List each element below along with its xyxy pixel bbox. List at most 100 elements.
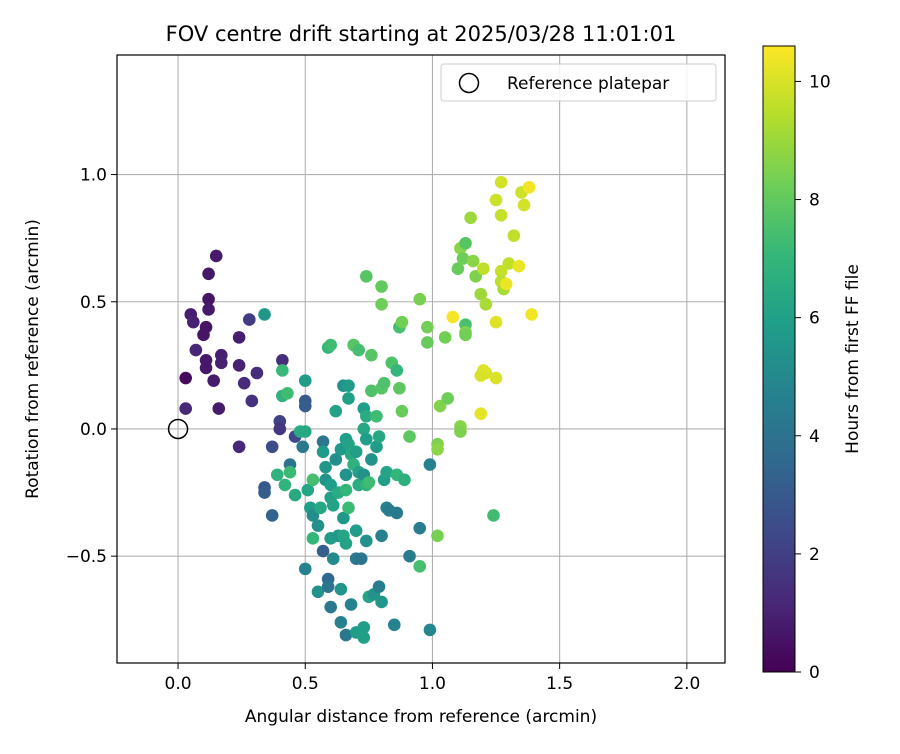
- data-point: [339, 537, 353, 550]
- data-point: [357, 422, 371, 436]
- data-point: [357, 621, 371, 634]
- x-axis-ticks: 0.0 0.5 1.0 1.5 2.0: [165, 663, 700, 694]
- data-point: [474, 407, 488, 420]
- data-point: [451, 262, 465, 275]
- data-point: [298, 399, 312, 413]
- data-point: [187, 315, 200, 329]
- colorbar-tick-label: 4: [809, 427, 820, 447]
- data-point: [525, 308, 538, 321]
- colorbar-tick-label: 6: [809, 309, 820, 329]
- colorbar-tick-label: 0: [809, 663, 820, 683]
- data-point: [499, 277, 513, 291]
- colorbar: [762, 45, 796, 673]
- data-point: [189, 343, 203, 357]
- data-point: [237, 376, 251, 390]
- data-point: [464, 211, 477, 225]
- data-point: [438, 331, 452, 344]
- data-point: [232, 359, 246, 372]
- data-point: [403, 549, 416, 563]
- data-point: [446, 310, 460, 324]
- data-point: [296, 440, 310, 454]
- data-point: [270, 468, 284, 482]
- data-point: [321, 580, 335, 593]
- data-point: [489, 193, 503, 207]
- data-point: [398, 473, 411, 487]
- data-point: [242, 313, 256, 326]
- data-point: [265, 509, 279, 522]
- y-axis-ticks: −0.5 0.0 0.5 1.0: [66, 166, 117, 567]
- data-point: [298, 425, 312, 438]
- data-point: [390, 364, 404, 377]
- data-point: [179, 371, 192, 385]
- data-point: [360, 432, 373, 446]
- data-point: [395, 315, 409, 329]
- data-point: [469, 270, 482, 283]
- data-point: [276, 364, 289, 377]
- data-point: [245, 394, 259, 408]
- data-point: [370, 440, 383, 454]
- data-point: [342, 379, 355, 393]
- data-point: [306, 509, 320, 522]
- legend-box: [440, 63, 717, 102]
- y-axis-label: Rotation from reference (arcmin): [23, 219, 43, 499]
- data-point: [199, 361, 213, 375]
- data-point: [489, 371, 503, 385]
- data-point: [365, 453, 378, 466]
- grid: [117, 55, 725, 663]
- data-point: [301, 483, 315, 497]
- data-point: [258, 486, 271, 499]
- data-point: [466, 254, 480, 268]
- data-point: [342, 392, 355, 405]
- data-point: [316, 445, 330, 459]
- y-tick-label: −0.5: [66, 547, 107, 567]
- legend: Reference platepar: [440, 63, 717, 102]
- data-point: [423, 458, 437, 471]
- data-point: [479, 298, 493, 311]
- data-point: [487, 509, 500, 522]
- data-point: [329, 453, 343, 466]
- data-point: [232, 331, 246, 344]
- data-point: [337, 511, 350, 525]
- x-tick-label: 0.5: [292, 674, 319, 694]
- colorbar-ticks: 0 2 4 6 8 10: [795, 72, 831, 683]
- data-point: [250, 366, 264, 380]
- data-point: [324, 478, 337, 492]
- legend-label: Reference platepar: [507, 74, 669, 94]
- data-point: [372, 430, 386, 443]
- data-point: [431, 443, 444, 456]
- data-point: [421, 336, 434, 349]
- data-point: [306, 473, 320, 487]
- data-point: [403, 430, 416, 443]
- data-point: [344, 598, 358, 611]
- data-point: [375, 280, 388, 293]
- data-point: [474, 369, 488, 382]
- data-point: [349, 524, 363, 538]
- data-point: [517, 198, 531, 212]
- data-point: [324, 338, 337, 352]
- data-point: [202, 292, 215, 306]
- data-point: [339, 468, 353, 482]
- data-point: [212, 402, 226, 415]
- data-point: [288, 488, 302, 502]
- data-point: [456, 252, 470, 265]
- colorbar-tick-label: 2: [809, 545, 820, 565]
- colorbar-tick-label: 10: [809, 72, 831, 92]
- data-point: [512, 259, 526, 273]
- data-point: [339, 628, 353, 642]
- data-point: [413, 292, 427, 306]
- data-point: [278, 478, 292, 492]
- data-point: [489, 315, 503, 329]
- data-point: [202, 267, 215, 281]
- data-point: [362, 476, 376, 489]
- x-tick-label: 2.0: [673, 674, 700, 694]
- data-point: [339, 483, 353, 497]
- data-point: [375, 529, 388, 543]
- data-point: [375, 298, 388, 311]
- x-tick-label: 0.0: [165, 674, 192, 694]
- data-point: [413, 560, 427, 573]
- data-point: [324, 600, 337, 614]
- data-point: [232, 440, 246, 454]
- reference-platepar-marker: [167, 418, 189, 440]
- data-point: [494, 175, 508, 189]
- data-point: [494, 264, 508, 278]
